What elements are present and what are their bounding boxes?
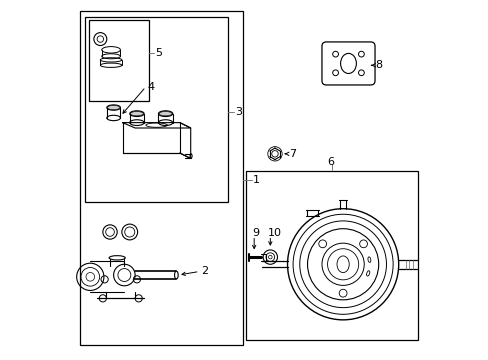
- Text: 2: 2: [201, 266, 207, 276]
- Text: 6: 6: [326, 157, 333, 167]
- Ellipse shape: [159, 112, 172, 116]
- Bar: [85, 17, 228, 202]
- Text: 7: 7: [289, 149, 296, 159]
- Text: 8: 8: [375, 60, 382, 70]
- Bar: [246, 171, 418, 339]
- Ellipse shape: [130, 112, 143, 116]
- Text: 5: 5: [155, 48, 162, 58]
- Text: 9: 9: [252, 228, 259, 238]
- Text: 4: 4: [147, 82, 154, 92]
- Text: 1: 1: [252, 175, 259, 185]
- Bar: [88, 21, 149, 101]
- FancyBboxPatch shape: [321, 42, 374, 85]
- Bar: [80, 12, 242, 345]
- Text: 3: 3: [234, 107, 242, 117]
- Text: 10: 10: [267, 228, 282, 238]
- Ellipse shape: [107, 105, 120, 110]
